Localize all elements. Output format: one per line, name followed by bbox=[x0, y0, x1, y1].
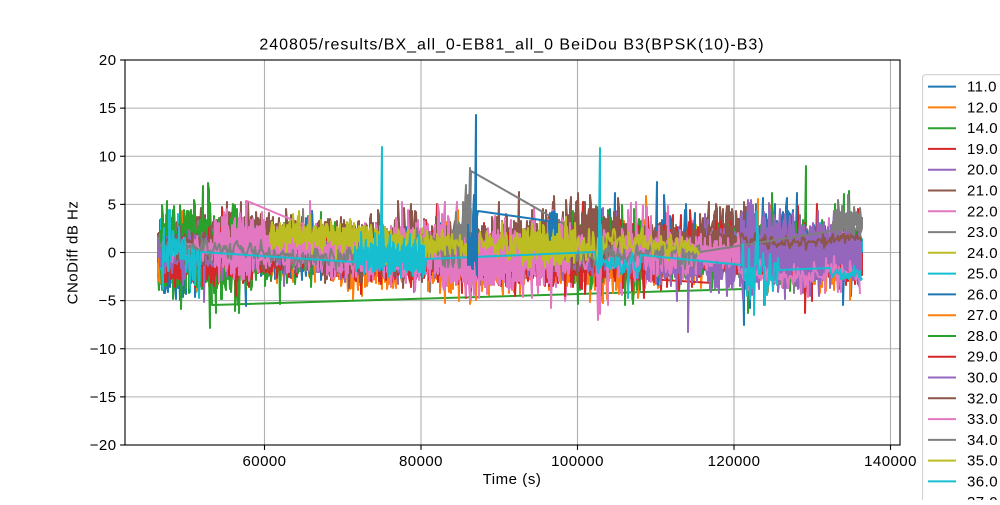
svg-text:20.0: 20.0 bbox=[967, 162, 998, 179]
svg-text:−10: −10 bbox=[90, 341, 117, 358]
svg-text:Time (s): Time (s) bbox=[483, 471, 542, 488]
svg-text:10: 10 bbox=[99, 148, 117, 165]
svg-text:24.0: 24.0 bbox=[967, 245, 998, 262]
svg-text:240805/results/BX_all_0-EB81_a: 240805/results/BX_all_0-EB81_all_0 BeiDo… bbox=[259, 37, 764, 54]
svg-text:32.0: 32.0 bbox=[967, 390, 998, 407]
svg-text:36.0: 36.0 bbox=[967, 473, 998, 490]
svg-text:30.0: 30.0 bbox=[967, 370, 998, 387]
svg-text:100000: 100000 bbox=[551, 453, 604, 470]
svg-text:CNoDiff dB Hz: CNoDiff dB Hz bbox=[65, 201, 82, 305]
svg-text:0: 0 bbox=[108, 245, 117, 262]
svg-text:21.0: 21.0 bbox=[967, 183, 998, 200]
svg-text:26.0: 26.0 bbox=[967, 286, 998, 303]
svg-text:25.0: 25.0 bbox=[967, 266, 998, 283]
svg-text:15: 15 bbox=[99, 100, 117, 117]
svg-text:34.0: 34.0 bbox=[967, 432, 998, 449]
svg-text:140000: 140000 bbox=[864, 453, 917, 470]
svg-text:14.0: 14.0 bbox=[967, 120, 998, 137]
svg-text:−5: −5 bbox=[98, 293, 116, 310]
svg-text:27.0: 27.0 bbox=[967, 307, 998, 324]
svg-text:−20: −20 bbox=[90, 437, 117, 454]
svg-text:19.0: 19.0 bbox=[967, 141, 998, 158]
svg-text:60000: 60000 bbox=[243, 453, 287, 470]
svg-text:120000: 120000 bbox=[708, 453, 761, 470]
svg-text:20: 20 bbox=[99, 52, 117, 69]
svg-text:−15: −15 bbox=[90, 389, 117, 406]
svg-text:11.0: 11.0 bbox=[967, 79, 997, 96]
svg-text:22.0: 22.0 bbox=[967, 203, 998, 220]
svg-text:80000: 80000 bbox=[399, 453, 443, 470]
svg-text:35.0: 35.0 bbox=[967, 453, 998, 470]
svg-text:28.0: 28.0 bbox=[967, 328, 998, 345]
svg-text:23.0: 23.0 bbox=[967, 224, 998, 241]
svg-text:12.0: 12.0 bbox=[967, 99, 998, 116]
svg-text:29.0: 29.0 bbox=[967, 349, 998, 366]
svg-text:37.0: 37.0 bbox=[967, 494, 998, 500]
svg-text:33.0: 33.0 bbox=[967, 411, 998, 428]
svg-text:5: 5 bbox=[108, 196, 117, 213]
